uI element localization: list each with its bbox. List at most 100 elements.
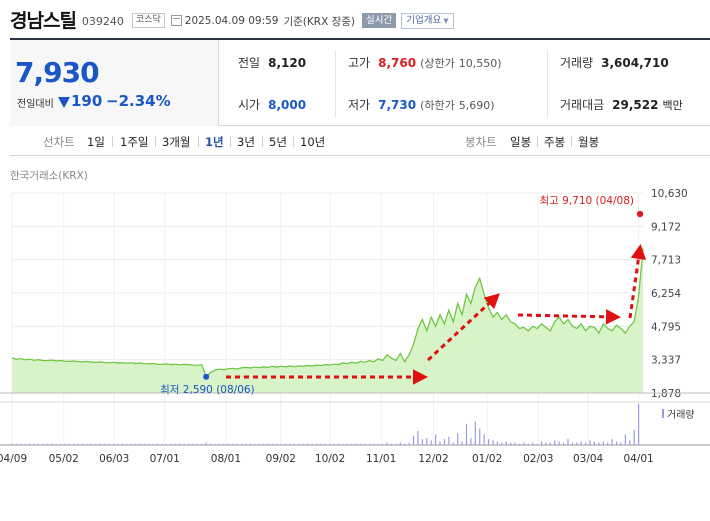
lower-limit-label: (하한가 (420, 99, 455, 112)
volume-bar (302, 443, 304, 445)
change-label: 전일대비 (17, 99, 54, 110)
volume-bar (510, 442, 512, 445)
volume-bar (549, 442, 551, 445)
volume-bar (170, 443, 172, 445)
period-1d[interactable]: 1일 (87, 135, 105, 149)
divider (155, 136, 156, 147)
volume-bar (470, 437, 472, 445)
data-source-label: 한국거래소(KRX) (10, 170, 88, 182)
price-change: 190 (71, 92, 103, 110)
volume-bar (95, 443, 97, 445)
divider (112, 136, 113, 147)
volume-bar (589, 440, 591, 445)
volume-bar (59, 443, 62, 445)
divider (198, 136, 199, 147)
volume-bar (435, 434, 437, 445)
x-tick-label: 04/01 (623, 453, 653, 465)
volume-bar (540, 441, 543, 445)
volume-bar (430, 440, 432, 445)
volume-bar (399, 442, 401, 445)
volume-bar (196, 443, 198, 445)
low-price: 저가 7,730 (하한가 5,690) (348, 96, 495, 113)
volume-bar (236, 443, 238, 445)
min-marker (203, 373, 210, 380)
volume-bar (77, 443, 79, 445)
candle-monthly[interactable]: 월봉 (578, 135, 600, 149)
down-triangle-icon (58, 97, 70, 108)
period-3m[interactable]: 3개월 (162, 135, 191, 149)
volume-bar (104, 443, 106, 445)
volume-bar (55, 443, 57, 445)
divider (547, 50, 548, 118)
period-10y[interactable]: 10년 (300, 135, 326, 149)
candle-daily[interactable]: 일봉 (510, 135, 532, 149)
candle-weekly[interactable]: 주봉 (544, 135, 566, 149)
volume-bar (382, 443, 384, 445)
volume-bar (633, 429, 635, 445)
volume-bar (174, 443, 176, 445)
volume-bar (368, 443, 371, 445)
period-3y[interactable]: 3년 (237, 135, 255, 149)
divider (335, 50, 336, 118)
volume-bar (351, 443, 353, 445)
volume-bar (262, 443, 265, 445)
divider (230, 136, 231, 147)
volume-bar (558, 441, 560, 445)
volume-bar (152, 443, 154, 445)
volume-bar (157, 443, 159, 445)
realtime-button[interactable]: 실시간 (362, 13, 397, 28)
x-tick-label: 11/01 (366, 453, 396, 465)
volume-bar (615, 441, 618, 445)
volume-bar (307, 443, 309, 445)
quote-datetime: 2025.04.09 09:59 (184, 15, 279, 27)
volume-bar (130, 443, 132, 445)
volume-bar (554, 440, 556, 445)
volume-bar (99, 443, 101, 445)
volume-bar (461, 441, 463, 445)
market-badge: 코스닥 (131, 13, 165, 28)
volume-bar (637, 404, 640, 445)
volume-bar (42, 443, 44, 445)
volume-bar (276, 443, 278, 445)
lower-limit-value: 5,690) (458, 99, 495, 112)
period-1w[interactable]: 1주일 (120, 135, 149, 149)
volume-bar (29, 443, 31, 445)
volume-bar (320, 443, 322, 445)
low-value: 7,730 (378, 98, 417, 112)
volume-bar (333, 443, 335, 445)
volume-legend-label: 거래량 (667, 409, 695, 421)
high-label: 고가 (348, 56, 371, 70)
trade-amount: 거래대금 29,522 백만 (560, 96, 683, 113)
volume-bar (24, 443, 26, 445)
max-marker (636, 210, 644, 218)
candle-chart-label: 봉차트 (465, 135, 497, 149)
volume-bar (284, 443, 287, 445)
price-area (12, 248, 643, 393)
period-5y[interactable]: 5년 (269, 135, 287, 149)
volume-bar (536, 443, 538, 445)
volume-bar (602, 441, 604, 445)
trend-arrow-line (426, 294, 499, 362)
volume-legend-swatch (662, 409, 664, 418)
volume-bar (607, 442, 609, 445)
x-tick-label: 12/02 (418, 453, 448, 465)
period-bar: 선차트 1일 1주일 3개월 1년 3년 5년 10년 봉차트 일봉 주봉 월봉 (10, 126, 710, 156)
price-change-percent: −2.34% (106, 92, 171, 110)
company-info-dropdown[interactable]: 기업개요 ▼ (401, 12, 454, 29)
x-tick-label: 04/09 (0, 453, 27, 465)
volume-bar (289, 443, 291, 445)
volume-bar (346, 443, 348, 445)
quote-basis: 기준(KRX 장중) (283, 15, 356, 28)
volume-bar (505, 441, 507, 445)
x-tick-label: 06/03 (99, 453, 129, 465)
volume-bar (496, 441, 498, 445)
min-label: 최저 2,590 (08/06) (160, 384, 255, 396)
volume-bar (377, 443, 379, 445)
period-1y[interactable]: 1년 (205, 135, 224, 149)
open-value: 8,000 (268, 98, 307, 112)
volume-bar (267, 443, 269, 445)
volume-bar (395, 443, 397, 445)
volume-bar (576, 442, 578, 445)
volume-bar (68, 443, 70, 445)
